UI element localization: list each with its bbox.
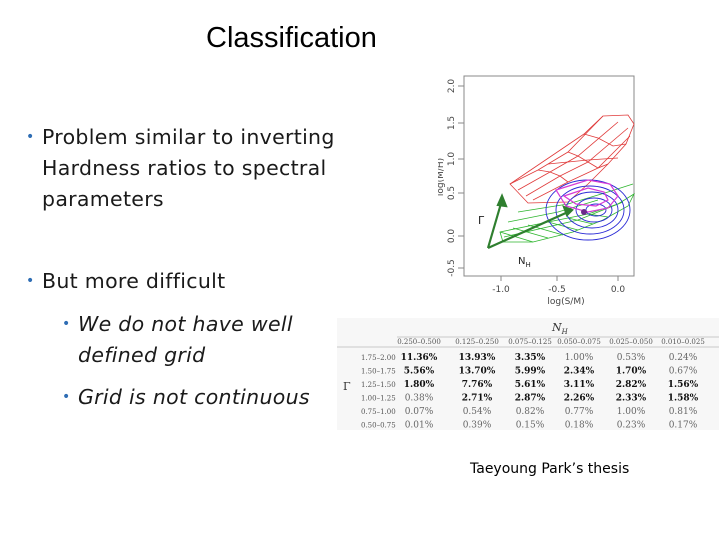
thesis-table-graphic: NH Γ 0.250–0.500 0.125–0.250 0.075–0.125 0.…	[337, 318, 719, 431]
table-cell: 13.93%	[459, 353, 496, 363]
table-cell: 0.54%	[463, 407, 492, 417]
sub-bullet-grid-defined: • We do not have well defined grid	[62, 309, 338, 371]
bullet-text: Problem similar to inverting Hardness ra…	[42, 125, 335, 211]
x-axis-label: log(S/M)	[547, 297, 584, 307]
row-label: 1.75–2.00	[361, 354, 396, 362]
nh-header-main: N	[551, 321, 562, 334]
table-cell: 1.80%	[404, 380, 435, 390]
x-tick-label: -1.0	[492, 285, 510, 295]
bullet-dot: •	[26, 273, 35, 289]
table-cell: 11.36%	[401, 353, 438, 363]
column-header: 0.250–0.500	[397, 338, 441, 346]
nh-header: NH	[551, 321, 569, 336]
table-cell: 2.26%	[564, 394, 595, 404]
nh-label-main: N	[518, 256, 525, 267]
bullet-text: We do not have well defined grid	[78, 312, 293, 367]
red-grid	[509, 114, 635, 204]
table-cell: 0.77%	[565, 407, 594, 417]
table-cell: 0.07%	[405, 407, 434, 417]
table-cell: 0.01%	[405, 421, 434, 431]
table-cell: 13.70%	[459, 367, 496, 377]
table-bg	[337, 318, 719, 430]
table-cell: 2.33%	[616, 394, 647, 404]
column-header: 0.050–0.075	[557, 338, 601, 346]
row-label: 0.75–1.00	[361, 408, 396, 416]
nh-header-sub: H	[561, 328, 569, 336]
gamma-label: Γ	[478, 214, 485, 227]
table-cell: 0.39%	[463, 421, 492, 431]
table-cell: 2.71%	[462, 394, 493, 404]
y-tick-label: 1.0	[447, 152, 457, 167]
table-cell: 7.76%	[462, 380, 493, 390]
table-cell: 0.53%	[617, 353, 646, 363]
table-cell: 3.35%	[515, 353, 546, 363]
table-cell: 2.87%	[515, 394, 546, 404]
bullet-dot: •	[26, 129, 35, 145]
bullet-dot: •	[62, 389, 71, 405]
bullet-text: But more difficult	[42, 269, 226, 293]
y-tick-label: 2.0	[447, 79, 457, 94]
thesis-caption: Taeyoung Park’s thesis	[470, 461, 630, 477]
nh-arrowhead	[562, 205, 574, 217]
bullet-inverting-hardness: • Problem similar to inverting Hardness …	[26, 122, 362, 215]
gamma-nh-arrows	[486, 193, 574, 250]
table-cell: 2.34%	[564, 367, 595, 377]
plot-frame	[463, 75, 635, 277]
y-tick-label: -0.5	[447, 259, 457, 277]
table-cell: 0.67%	[669, 367, 698, 377]
y-tick-label: 0.0	[447, 229, 457, 244]
data-point	[581, 209, 587, 215]
y-tick-label: 1.5	[447, 116, 457, 130]
table-cell: 1.56%	[668, 380, 699, 390]
gamma-header: Γ	[343, 380, 351, 393]
row-label: 0.50–0.75	[361, 422, 396, 430]
table-cell: 1.00%	[617, 407, 646, 417]
bullet-more-difficult: • But more difficult	[26, 266, 226, 297]
column-header: 0.010–0.025	[661, 338, 705, 346]
gamma-arrow	[486, 199, 504, 249]
table-cell: 1.70%	[616, 367, 647, 377]
column-header: 0.075–0.125	[508, 338, 552, 346]
row-label: 1.50–1.75	[361, 368, 396, 376]
table-cell: 0.23%	[617, 421, 646, 431]
thesis-table: NH Γ 0.250–0.500 0.125–0.250 0.075–0.125 0.…	[337, 318, 719, 431]
row-label: 1.25–1.50	[361, 381, 396, 389]
bullet-text: Grid is not continuous	[78, 385, 310, 409]
table-cell: 3.11%	[564, 380, 595, 390]
y-axis-label: log(M/H)	[438, 158, 446, 196]
table-cell: 0.15%	[516, 421, 545, 431]
table-cell: 0.38%	[405, 394, 434, 404]
table-cell: 1.00%	[565, 353, 594, 363]
x-tick-label: -0.5	[548, 285, 566, 295]
hardness-ratio-plot: -0.5 0.0 0.5 1.0 1.5 2.0 log(M/H) -1.0 -…	[438, 75, 635, 307]
slide-title: Classification	[206, 22, 377, 54]
table-cell: 0.82%	[516, 407, 545, 417]
gamma-arrowhead	[496, 193, 508, 208]
y-tick-label: 0.5	[447, 186, 457, 200]
table-cell: 0.18%	[565, 421, 594, 431]
column-header: 0.025–0.050	[609, 338, 653, 346]
nh-label: NH	[518, 256, 531, 269]
nh-label-sub: H	[525, 261, 530, 269]
table-cell: 1.58%	[668, 394, 699, 404]
table-cell: 5.61%	[515, 380, 546, 390]
table-cell: 5.99%	[515, 367, 546, 377]
sub-bullet-grid-continuous: • Grid is not continuous	[62, 382, 310, 413]
bullet-dot: •	[62, 316, 71, 332]
table-cell: 0.81%	[669, 407, 698, 417]
row-label: 1.00–1.25	[361, 395, 396, 403]
table-cell: 0.24%	[669, 353, 698, 363]
table-cell: 2.82%	[616, 380, 647, 390]
magenta-contours	[555, 179, 619, 213]
nh-arrow	[487, 210, 569, 250]
column-header: 0.125–0.250	[455, 338, 499, 346]
table-cell: 5.56%	[404, 367, 435, 377]
table-cell: 0.17%	[669, 421, 698, 431]
x-tick-label: 0.0	[611, 285, 626, 295]
